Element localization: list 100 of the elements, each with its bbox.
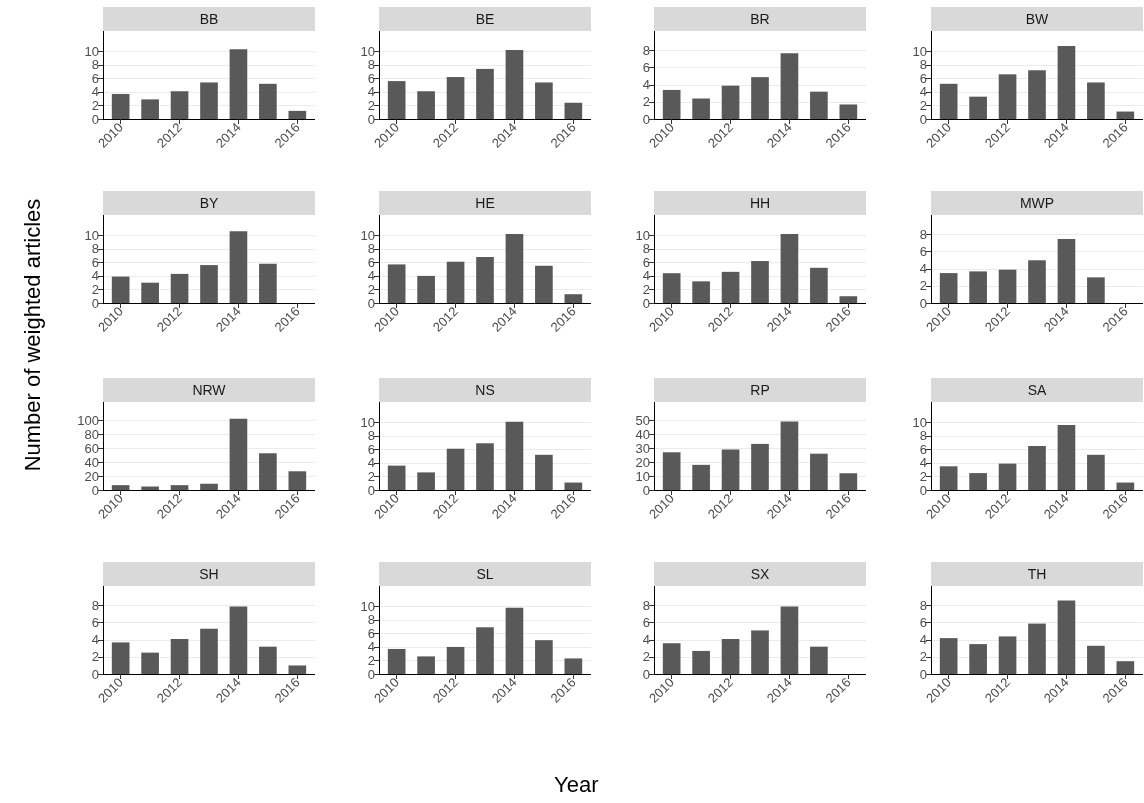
bar (1028, 623, 1046, 674)
bar (259, 263, 277, 303)
y-tick-label: 40 (635, 426, 650, 442)
bar (839, 296, 858, 303)
chart-title: SA (931, 378, 1143, 402)
chart-title: BB (103, 7, 315, 31)
y-tick-label: 6 (919, 441, 927, 457)
y-tick-label: 2 (91, 281, 99, 297)
bar (969, 473, 987, 490)
bar (1057, 425, 1076, 490)
y-tick-label: 8 (367, 57, 375, 73)
y-tick-label: 8 (367, 428, 375, 444)
bar (810, 267, 828, 303)
y-tick-label: 4 (367, 455, 375, 471)
bar (839, 473, 858, 490)
bar (692, 98, 710, 119)
bar (229, 606, 248, 674)
bar (1087, 454, 1105, 490)
chart-title: SL (379, 562, 591, 586)
chart-title: RP (654, 378, 866, 402)
bar (417, 472, 435, 490)
bar (288, 110, 307, 119)
bar (939, 466, 958, 490)
y-tick-label: 60 (84, 440, 99, 456)
bar (259, 83, 277, 119)
y-tick-label: 10 (635, 468, 650, 484)
bar (446, 448, 465, 490)
bar (1057, 45, 1076, 119)
chart-title: NRW (103, 378, 315, 402)
y-tick-label: 0 (91, 295, 99, 311)
y-tick-label: 4 (642, 632, 650, 648)
y-tick-label: 10 (635, 227, 650, 243)
bar (564, 482, 583, 490)
y-tick-label: 0 (367, 295, 375, 311)
bar (170, 485, 189, 490)
bar (780, 606, 799, 674)
y-tick-label: 0 (919, 666, 927, 682)
y-tick-label: 10 (360, 598, 375, 614)
y-tick-label: 6 (642, 60, 650, 76)
y-tick-label: 2 (642, 281, 650, 297)
bar (535, 640, 553, 674)
y-tick-label: 4 (367, 84, 375, 100)
y-tick-label: 4 (919, 455, 927, 471)
bar (692, 281, 710, 303)
y-tick-label: 80 (84, 427, 99, 443)
y-tick-label: 0 (367, 111, 375, 127)
y-tick-label: 0 (642, 666, 650, 682)
y-tick-label: 2 (367, 97, 375, 113)
y-tick-label: 2 (367, 652, 375, 668)
bar (1028, 70, 1046, 119)
y-tick-label: 2 (91, 649, 99, 665)
y-tick-label: 20 (635, 454, 650, 470)
y-tick-label: 0 (91, 482, 99, 498)
y-tick-label: 8 (642, 43, 650, 59)
bar (939, 638, 958, 674)
bar (476, 627, 494, 674)
y-tick-label: 0 (367, 666, 375, 682)
bar (200, 82, 218, 119)
y-tick-label: 0 (91, 666, 99, 682)
bar (939, 83, 958, 119)
chart-title: NS (379, 378, 591, 402)
chart-title: SH (103, 562, 315, 586)
y-tick-label: 0 (919, 295, 927, 311)
bar (387, 264, 406, 303)
y-tick-label: 0 (642, 111, 650, 127)
y-tick-label: 20 (84, 468, 99, 484)
bar (751, 630, 769, 674)
bar (505, 421, 524, 490)
bar (535, 82, 553, 119)
bar (1087, 277, 1105, 303)
bar (229, 231, 248, 303)
y-tick-label: 0 (91, 111, 99, 127)
bar (505, 607, 524, 674)
bar (200, 628, 218, 674)
bar (662, 452, 681, 490)
y-tick-label: 8 (91, 57, 99, 73)
bar (1057, 600, 1076, 674)
bar (170, 273, 189, 303)
y-tick-label: 8 (919, 227, 927, 243)
y-tick-label: 2 (919, 278, 927, 294)
bar (662, 89, 681, 119)
y-tick-label: 6 (367, 625, 375, 641)
y-tick-label: 2 (91, 97, 99, 113)
chart-title: BW (931, 7, 1143, 31)
bar (662, 273, 681, 303)
bar (476, 68, 494, 119)
bar (751, 443, 769, 490)
bar (446, 77, 465, 119)
y-tick-label: 100 (77, 413, 99, 429)
bar (998, 74, 1017, 119)
bar (387, 81, 406, 119)
bar (476, 256, 494, 303)
y-tick-label: 10 (360, 414, 375, 430)
y-tick-label: 4 (367, 639, 375, 655)
bar (141, 99, 159, 119)
bar (200, 265, 218, 303)
chart-title: HE (379, 191, 591, 215)
y-tick-label: 0 (919, 482, 927, 498)
bar (505, 49, 524, 119)
y-tick-label: 8 (91, 241, 99, 257)
